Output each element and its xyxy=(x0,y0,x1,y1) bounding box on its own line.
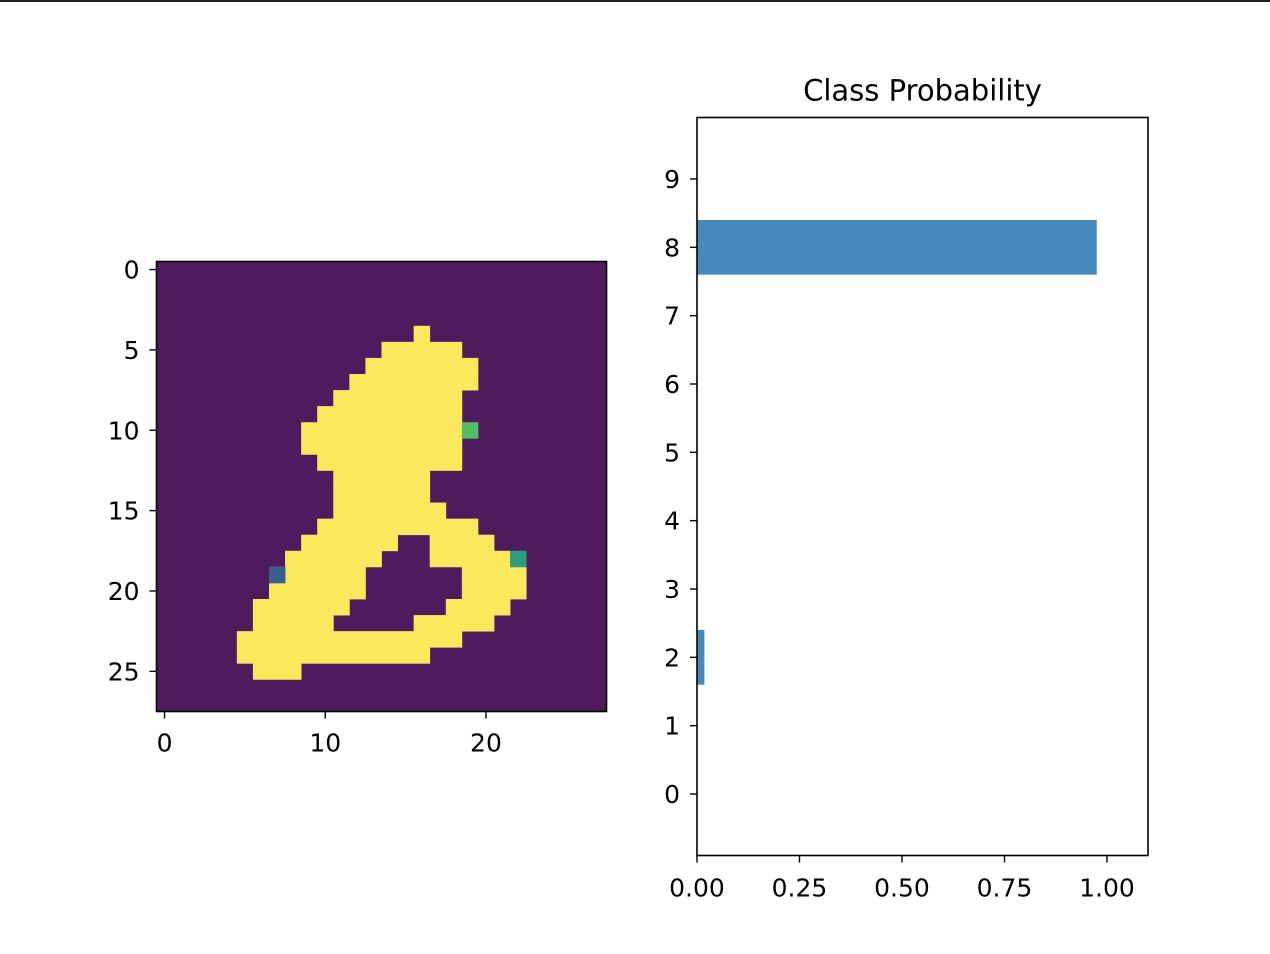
image-pixel xyxy=(285,550,382,568)
bar-x-tick-label: 0.25 xyxy=(772,874,828,903)
image-pixel xyxy=(317,406,463,423)
image-y-ticks: 0 5 10 15 20 25 xyxy=(108,256,157,686)
image-y-tick-label: 15 xyxy=(108,497,140,526)
probability-panel: Class Probability 0.00 0.25 0.50 0.75 1.00 0… xyxy=(664,74,1149,903)
image-axes-frame xyxy=(155,260,608,713)
image-pixel xyxy=(413,325,431,343)
bar-y-ticks: 0 1 2 3 4 5 6 7 8 9 xyxy=(664,165,697,809)
window-top-border xyxy=(0,0,1270,2)
image-pixel xyxy=(317,454,463,471)
image-x-tick-label: 0 xyxy=(157,729,173,758)
image-pixel xyxy=(461,422,479,439)
image-pixel xyxy=(333,486,431,503)
bar-class-2 xyxy=(697,630,705,685)
image-pixel xyxy=(269,582,366,600)
image-y-tick-label: 20 xyxy=(108,577,140,606)
bar-axes-frame xyxy=(696,116,1149,857)
image-pixel xyxy=(301,422,463,439)
bar-y-tick-label: 0 xyxy=(664,780,680,809)
image-y-tick-label: 10 xyxy=(108,416,140,445)
image-pixel xyxy=(333,470,431,487)
image-pixel xyxy=(365,357,479,375)
image-pixel xyxy=(445,599,511,616)
image-pixel xyxy=(301,438,463,455)
image-pixel xyxy=(333,390,463,407)
image-pixel xyxy=(510,550,527,568)
bar-y-tick-label: 4 xyxy=(664,507,680,536)
image-pixel xyxy=(252,615,334,632)
image-pixel xyxy=(333,502,447,520)
image-y-tick-label: 25 xyxy=(108,657,140,686)
bar-class-8 xyxy=(697,220,1097,275)
bar-y-tick-label: 8 xyxy=(664,233,680,262)
image-pixel xyxy=(461,582,527,600)
chart-title: Class Probability xyxy=(803,74,1042,108)
image-pixel xyxy=(269,566,286,584)
bar-y-tick-label: 6 xyxy=(664,370,680,399)
bar-y-tick-label: 5 xyxy=(664,438,680,467)
image-y-tick-label: 5 xyxy=(124,336,140,365)
image-pixel xyxy=(269,566,366,584)
image-pixel xyxy=(429,550,511,568)
bar-x-tick-label: 0.00 xyxy=(669,874,725,903)
bar-x-tick-label: 0.50 xyxy=(874,874,930,903)
bar-x-tick-label: 0.75 xyxy=(977,874,1033,903)
bar-y-tick-label: 3 xyxy=(664,575,680,604)
image-pixel xyxy=(381,341,463,359)
probability-bars xyxy=(697,220,1097,685)
image-pixel xyxy=(349,374,479,391)
image-x-tick-label: 10 xyxy=(309,729,341,758)
bar-x-tick-label: 1.00 xyxy=(1079,874,1135,903)
image-pixel xyxy=(236,631,463,648)
image-pixel xyxy=(252,663,302,680)
bar-y-tick-label: 7 xyxy=(664,302,680,331)
digit-image xyxy=(156,261,607,712)
image-pixel xyxy=(461,566,527,584)
bar-x-ticks: 0.00 0.25 0.50 0.75 1.00 xyxy=(669,855,1135,903)
image-pixel xyxy=(413,615,495,632)
bar-y-tick-label: 9 xyxy=(664,165,680,194)
bar-y-tick-label: 1 xyxy=(664,712,680,741)
bar-y-tick-label: 2 xyxy=(664,643,680,672)
image-pixel xyxy=(252,599,350,616)
image-x-tick-label: 20 xyxy=(470,729,502,758)
image-pixel xyxy=(236,647,431,664)
image-x-ticks: 0 10 20 xyxy=(157,711,502,758)
image-y-tick-label: 0 xyxy=(124,256,140,285)
image-pixel xyxy=(429,534,495,552)
image-pixel xyxy=(317,518,479,536)
image-pixel xyxy=(301,534,398,552)
image-panel: 0 10 20 0 5 10 15 20 25 xyxy=(108,256,608,758)
